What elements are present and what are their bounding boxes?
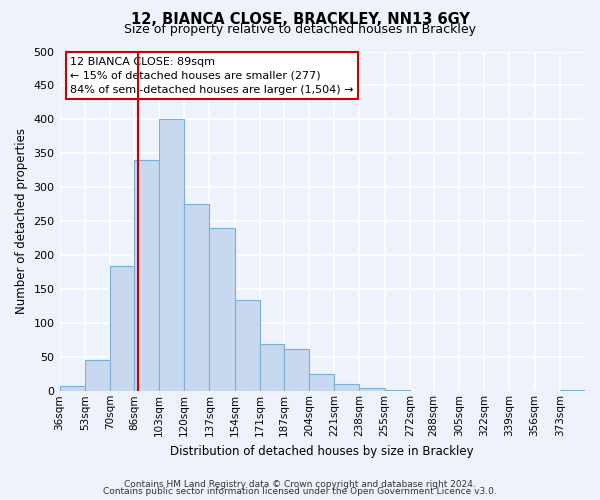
Bar <box>334 384 359 392</box>
Text: 12, BIANCA CLOSE, BRACKLEY, NN13 6GY: 12, BIANCA CLOSE, BRACKLEY, NN13 6GY <box>131 12 469 28</box>
Text: 12 BIANCA CLOSE: 89sqm
← 15% of detached houses are smaller (277)
84% of semi-de: 12 BIANCA CLOSE: 89sqm ← 15% of detached… <box>70 56 353 94</box>
Text: Size of property relative to detached houses in Brackley: Size of property relative to detached ho… <box>124 22 476 36</box>
Y-axis label: Number of detached properties: Number of detached properties <box>15 128 28 314</box>
Bar <box>359 388 385 392</box>
Bar <box>284 349 309 392</box>
Bar <box>134 160 159 392</box>
Bar <box>235 300 260 392</box>
Bar <box>110 266 134 392</box>
Bar <box>309 374 334 392</box>
Bar <box>59 386 85 392</box>
X-axis label: Distribution of detached houses by size in Brackley: Distribution of detached houses by size … <box>170 444 474 458</box>
Bar <box>209 228 235 392</box>
Bar <box>260 344 284 392</box>
Bar <box>85 360 110 392</box>
Text: Contains HM Land Registry data © Crown copyright and database right 2024.: Contains HM Land Registry data © Crown c… <box>124 480 476 489</box>
Bar <box>159 120 184 392</box>
Text: Contains public sector information licensed under the Open Government Licence v3: Contains public sector information licen… <box>103 488 497 496</box>
Bar <box>184 204 209 392</box>
Bar <box>385 390 410 392</box>
Bar <box>560 390 585 392</box>
